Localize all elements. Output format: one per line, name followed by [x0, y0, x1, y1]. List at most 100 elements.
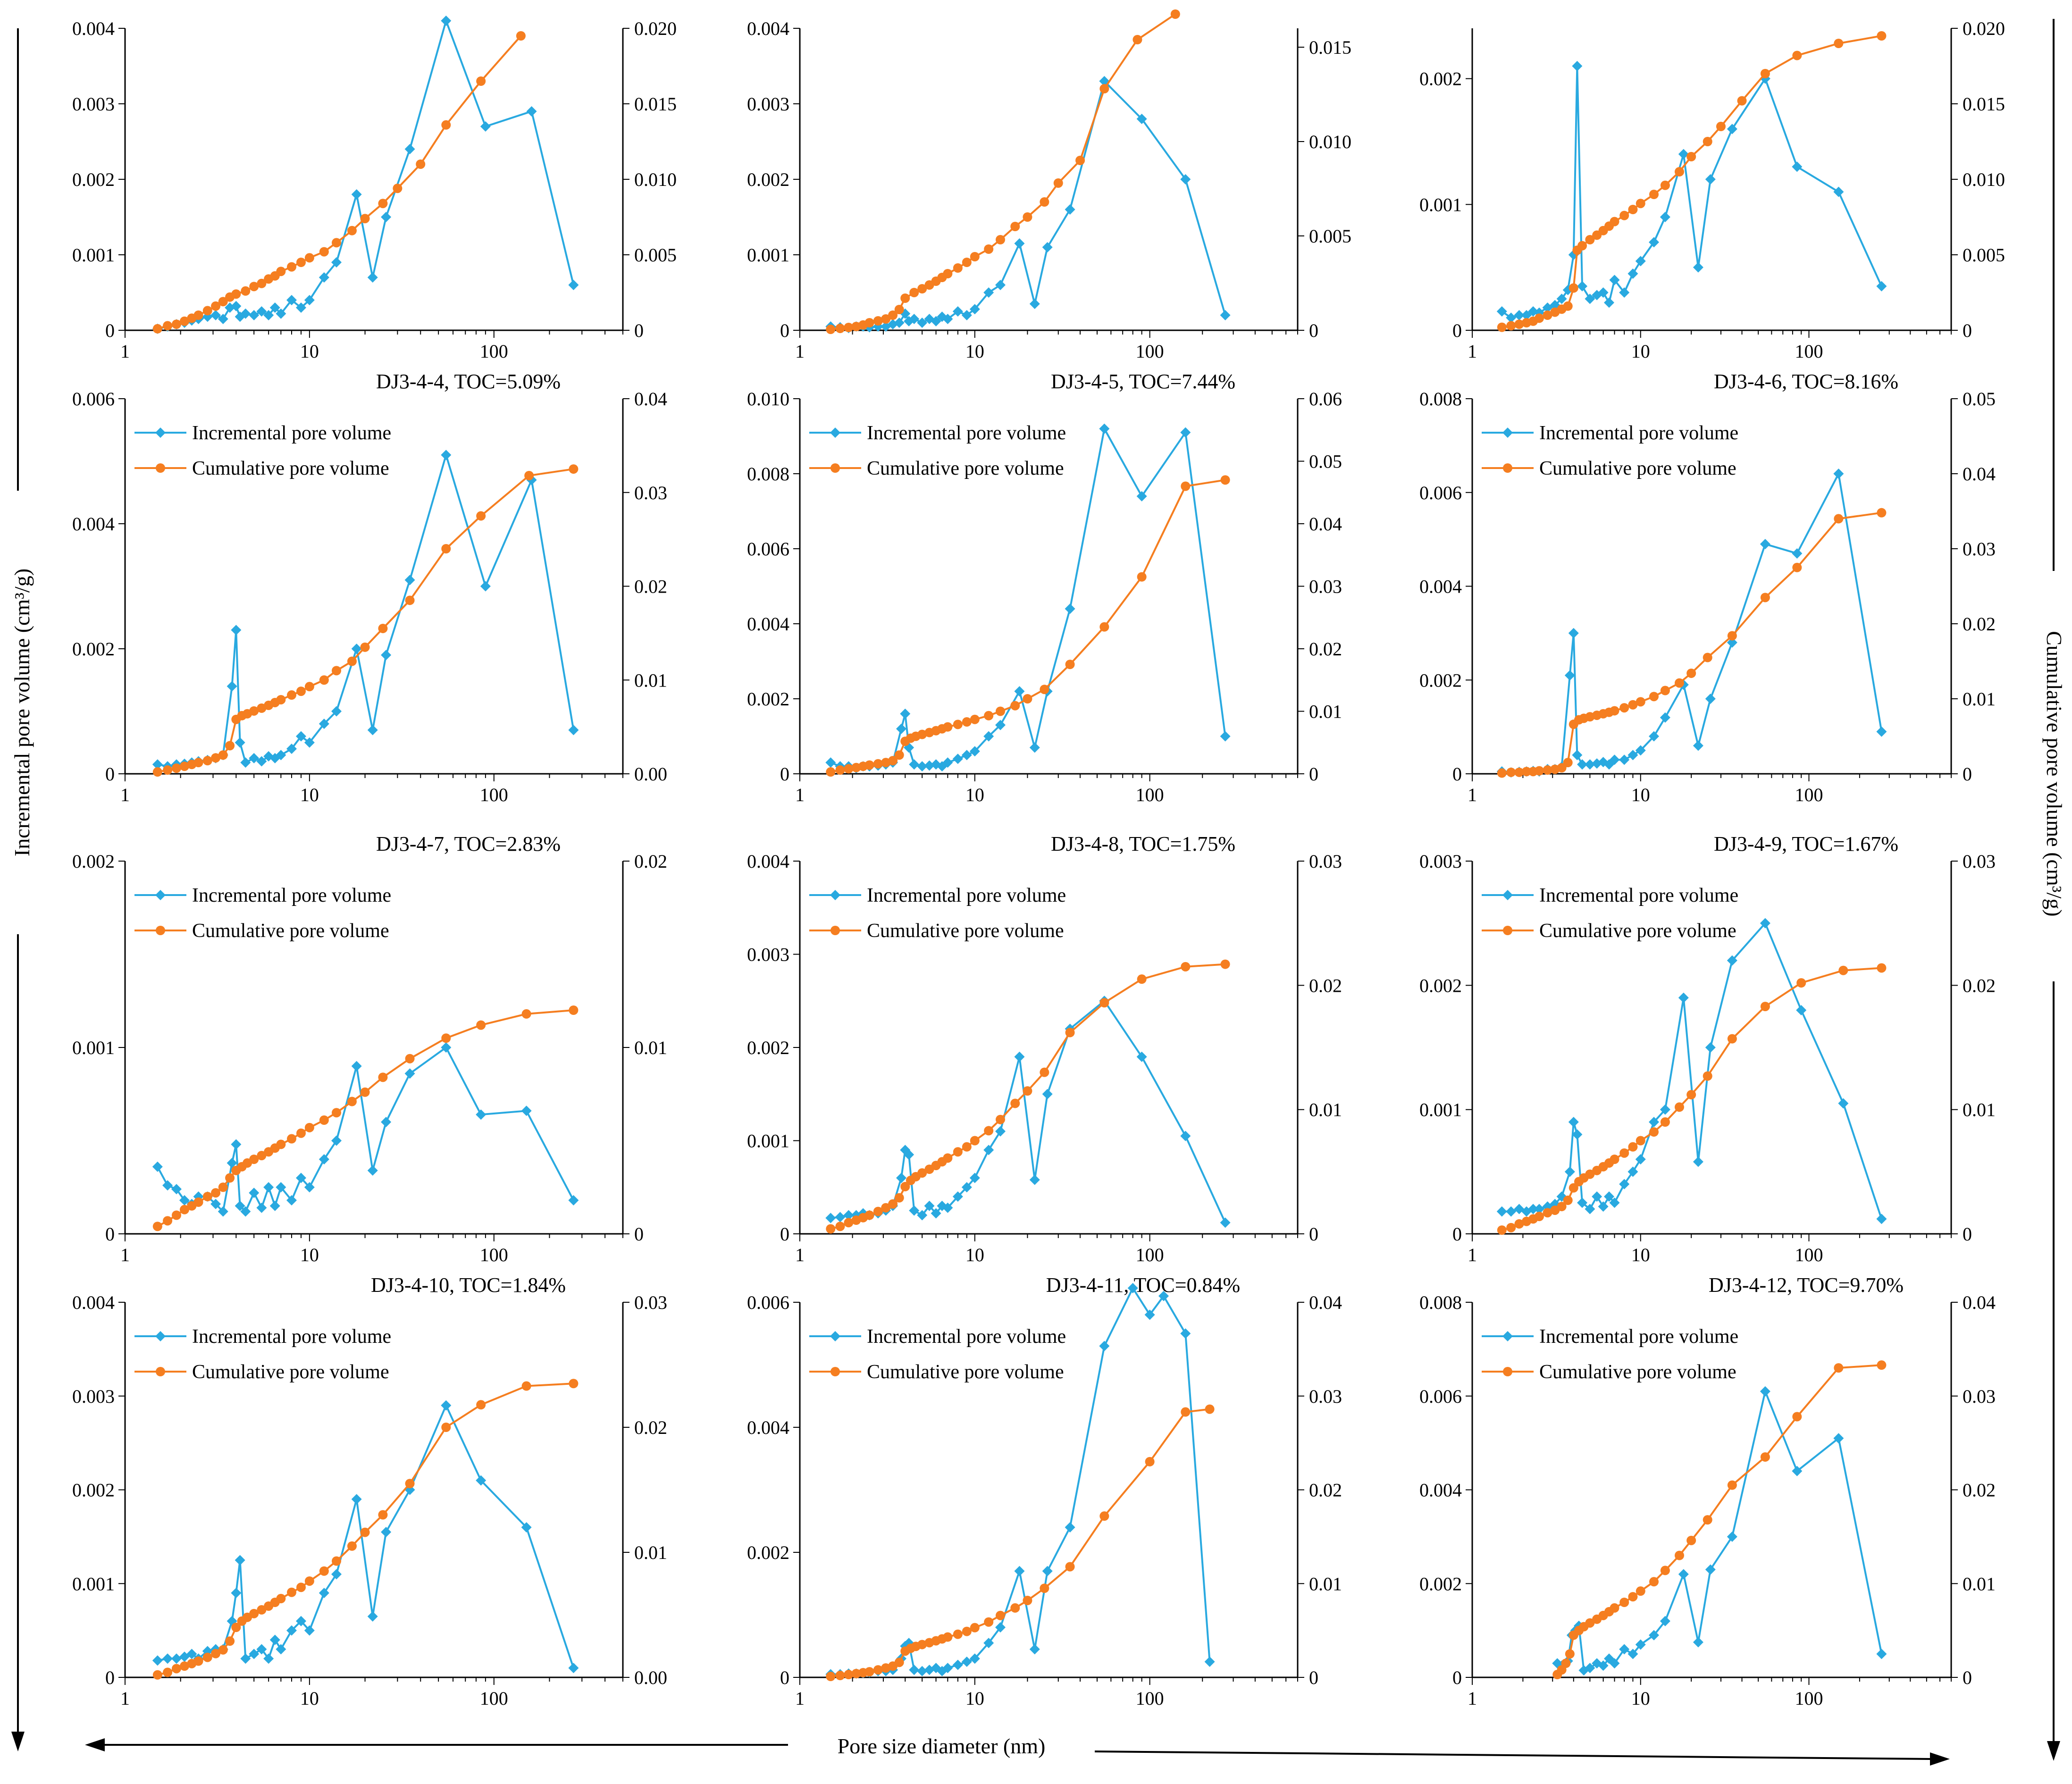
cumulative-point: [1834, 1363, 1844, 1373]
incremental-point: [1496, 306, 1507, 317]
x-tick-label: 100: [1795, 341, 1823, 362]
incremental-point: [263, 1653, 274, 1664]
legend-label: Cumulative pore volume: [867, 920, 1064, 942]
cumulative-point: [881, 314, 891, 324]
cumulative-point: [1577, 241, 1587, 251]
cumulative-point: [826, 1224, 836, 1234]
cumulative-point: [231, 1623, 241, 1632]
right-axis-label: Cumulative pore volume (cm³/g): [2042, 631, 2066, 916]
cumulative-point: [347, 226, 357, 235]
incremental-point: [1220, 310, 1231, 320]
cumulative-point: [894, 750, 904, 760]
cumulative-point: [287, 690, 297, 700]
right-y-tick-label: 0.04: [1963, 463, 1996, 485]
incremental-series-line: [157, 452, 575, 768]
incremental-point: [331, 1569, 342, 1580]
incremental-point: [995, 1126, 1006, 1137]
right-y-tick-label: 0.01: [634, 1037, 667, 1058]
cumulative-point: [1534, 766, 1544, 776]
incremental-point: [1556, 293, 1567, 304]
cumulative-point: [1514, 767, 1524, 777]
left-y-tick-label: 0: [780, 1223, 789, 1245]
cumulative-point: [943, 1632, 953, 1642]
incremental-point: [1042, 242, 1053, 252]
incremental-point: [351, 644, 362, 654]
right-y-tick-label: 0.03: [634, 482, 667, 503]
cumulative-point: [1563, 301, 1573, 311]
incremental-point: [1876, 1649, 1887, 1659]
cumulative-point: [211, 1649, 221, 1658]
incremental-point: [969, 746, 980, 757]
incremental-point: [1506, 1206, 1517, 1217]
cumulative-point: [943, 1153, 953, 1163]
legend-marker: [156, 926, 165, 935]
cumulative-point: [319, 247, 329, 257]
right-y-tick-label: 0: [634, 320, 644, 341]
cumulative-point: [1760, 69, 1770, 78]
chart-panel-1: 1 10 100 0 0.001 0.002 0.003 0.004 0 0.005 0.010 0.…: [72, 16, 677, 362]
cumulative-point: [943, 269, 953, 278]
incremental-point: [1014, 238, 1025, 249]
left-y-tick-label: 0.002: [1419, 670, 1462, 691]
x-tick-label: 10: [965, 784, 984, 805]
cumulative-point: [1023, 694, 1032, 704]
incremental-point: [917, 318, 928, 328]
incremental-point: [1727, 1531, 1737, 1542]
cumulative-point: [835, 1222, 845, 1231]
cumulative-point: [1686, 1090, 1696, 1100]
left-y-tick-label: 0.008: [1419, 388, 1462, 410]
cumulative-point: [1137, 974, 1147, 984]
cumulative-point: [276, 1139, 286, 1149]
right-y-tick-label: 0.010: [634, 169, 677, 190]
cumulative-point: [1674, 167, 1684, 176]
chart-panel-9: 1 10 100 0 0.001 0.002 0.003 0 0.01 0.02 0.03 DJ3-4…: [1419, 832, 1996, 1265]
legend-marker: [830, 427, 840, 438]
cumulative-point: [231, 289, 241, 299]
cumulative-point: [1099, 622, 1109, 632]
incremental-point: [1585, 293, 1595, 304]
cumulative-point: [962, 1626, 972, 1636]
cumulative-point: [1040, 1067, 1049, 1077]
cumulative-point: [332, 1108, 342, 1118]
cumulative-point: [984, 711, 994, 720]
cumulative-point: [218, 1182, 228, 1192]
legend-marker: [155, 427, 166, 438]
incremental-point: [568, 280, 579, 290]
incremental-point: [286, 1195, 297, 1206]
right-y-tick-label: 0.01: [1309, 1099, 1342, 1121]
incremental-point: [1619, 1179, 1630, 1189]
incremental-point: [1660, 212, 1670, 222]
cumulative-point: [347, 656, 357, 666]
cumulative-point: [851, 1669, 861, 1679]
cumulative-point: [1514, 1219, 1524, 1229]
legend-label: Incremental pore volume: [1539, 1326, 1738, 1348]
legend-marker: [155, 1331, 166, 1341]
cumulative-point: [171, 319, 181, 329]
incremental-point: [171, 1653, 182, 1664]
incremental-point: [1506, 312, 1517, 323]
cumulative-point: [296, 1128, 306, 1138]
incremental-point: [1705, 1042, 1716, 1053]
cumulative-point: [1040, 1583, 1049, 1593]
right-y-tick-label: 0.02: [1963, 975, 1996, 996]
incremental-point: [351, 189, 362, 200]
left-y-tick-label: 0.006: [1419, 1386, 1462, 1407]
x-tick-label: 10: [1631, 341, 1650, 362]
cumulative-series-line: [157, 468, 574, 773]
cumulative-point: [962, 1142, 972, 1152]
cumulative-point: [1760, 1002, 1770, 1012]
incremental-point: [231, 301, 242, 311]
incremental-point: [1598, 1660, 1609, 1671]
incremental-point: [825, 757, 836, 768]
cumulative-series-line: [1556, 1364, 1882, 1675]
incremental-point: [1727, 124, 1737, 134]
incremental-point: [1649, 1117, 1660, 1127]
incremental-point: [942, 1202, 953, 1213]
cumulative-point: [1636, 199, 1645, 209]
right-y-tick-label: 0: [1963, 1667, 1972, 1688]
incremental-point: [1592, 1191, 1602, 1202]
cumulative-point: [1636, 697, 1645, 707]
incremental-point: [1796, 1005, 1807, 1015]
incremental-point: [995, 720, 1006, 730]
cumulative-point: [909, 288, 919, 297]
